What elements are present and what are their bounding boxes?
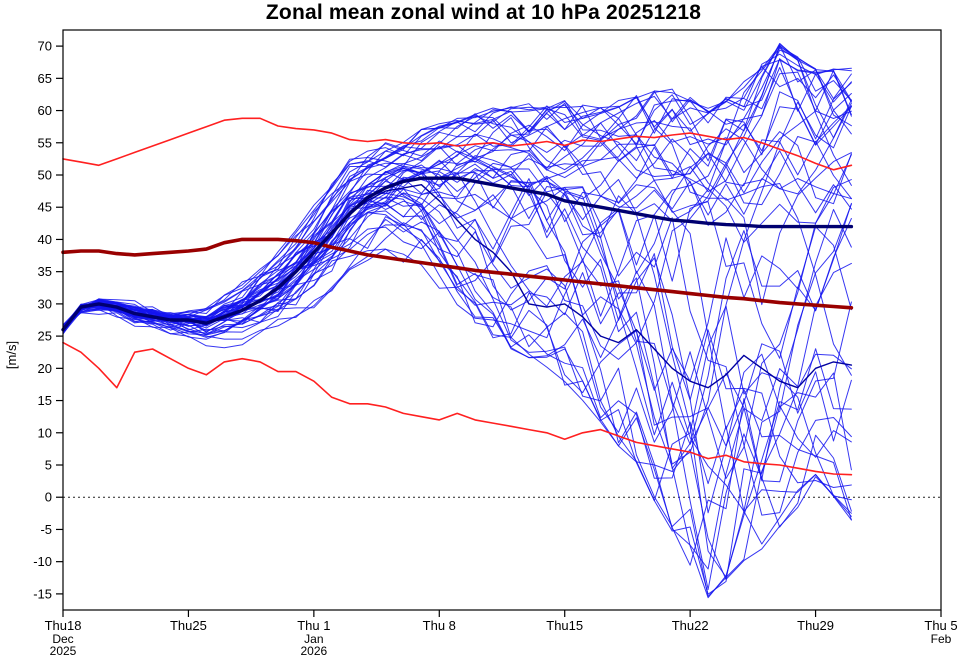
axis-tick-label: Thu18 <box>45 618 82 633</box>
axis-tick-label: 50 <box>38 168 52 183</box>
chart-line <box>62 192 852 483</box>
chart-line <box>62 45 852 326</box>
axis-tick-label: 10 <box>38 425 52 440</box>
chart-line <box>62 170 852 516</box>
axis-tick-label: -10 <box>33 554 52 569</box>
chart-line <box>62 117 853 171</box>
chart-line <box>62 154 852 479</box>
axis-tick-label: 2025 <box>50 644 77 658</box>
axis-tick-label: Thu22 <box>672 618 709 633</box>
y-axis-label: [m/s] <box>4 341 19 369</box>
axis-tick-label: Dec <box>52 632 73 646</box>
chart-line <box>62 169 852 590</box>
axis-tick-label: 20 <box>38 361 52 376</box>
chart-line <box>62 163 852 521</box>
chart-line <box>62 44 852 332</box>
axis-tick-label: 70 <box>38 39 52 54</box>
axis-tick-label: 2026 <box>301 644 328 658</box>
axis-tick-label: 55 <box>38 135 52 150</box>
chart-line <box>62 47 852 339</box>
chart-line <box>62 67 852 331</box>
chart-line <box>62 128 852 333</box>
chart-line <box>61 237 854 310</box>
axis-tick-label: 40 <box>38 232 52 247</box>
axis-tick-label: 35 <box>38 264 52 279</box>
axis-tick-label: 65 <box>38 71 52 86</box>
axis-tick-label: 30 <box>38 296 52 311</box>
axis-tick-label: Thu25 <box>170 618 207 633</box>
plot-frame <box>62 29 942 611</box>
axis-tick-label: 45 <box>38 200 52 215</box>
axis-tick-label: 15 <box>38 393 52 408</box>
chart-line <box>62 139 852 333</box>
chart-line <box>62 188 852 566</box>
chart-line <box>62 226 852 517</box>
axis-tick-label: -15 <box>33 586 52 601</box>
axis-tick-label: Thu15 <box>546 618 583 633</box>
axis-tick-label: Feb <box>931 632 952 646</box>
axis-tick-label: Thu 8 <box>423 618 456 633</box>
axis-tick-label: Thu 1 <box>297 618 330 633</box>
chart-line <box>61 176 854 332</box>
chart-line <box>62 95 852 330</box>
axis-tick-label: Thu 5 <box>924 618 957 633</box>
chart-line <box>62 341 853 476</box>
axis-tick-label: 25 <box>38 329 52 344</box>
chart-title: Zonal mean zonal wind at 10 hPa 20251218 <box>265 1 702 24</box>
axis-tick-label: 0 <box>45 490 52 505</box>
axis-tick-label: Jan <box>304 632 323 646</box>
chart-line <box>62 105 852 330</box>
axis-tick-label: Thu29 <box>797 618 834 633</box>
axis-tick-label: 5 <box>45 458 52 473</box>
axis-tick-label: 60 <box>38 103 52 118</box>
axis-tick-label: -5 <box>40 522 52 537</box>
